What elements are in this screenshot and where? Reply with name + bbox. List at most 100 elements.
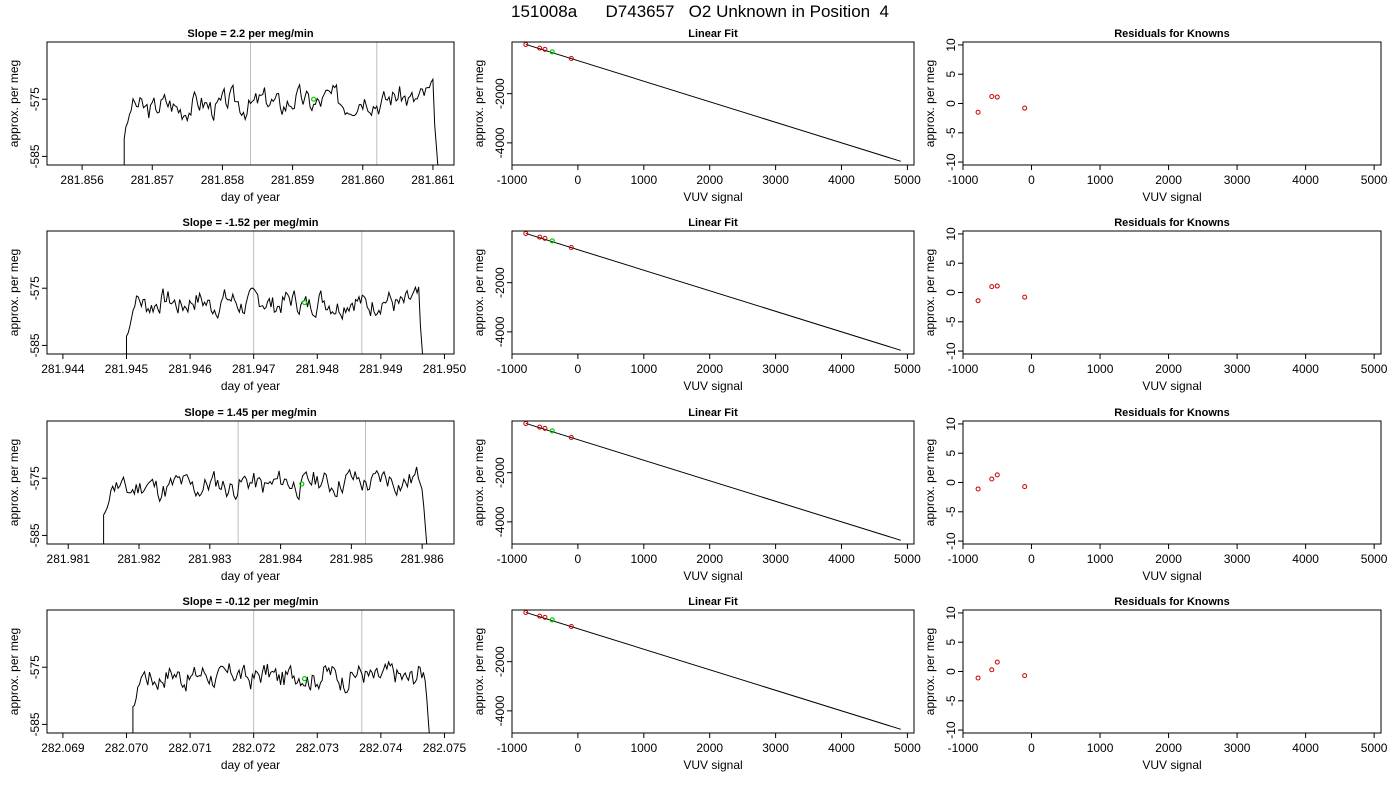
panel-10-x-tick-label: 282.072 <box>232 741 276 755</box>
panel-10-ylabel: approx. per meg <box>7 628 21 715</box>
panel-6-y-tick-label: -10 <box>944 342 958 360</box>
panel-8-x-tick-label: 3000 <box>762 552 789 566</box>
panel-11-ylabel: approx. per meg <box>472 628 486 715</box>
panel-9-y-tick-label: 0 <box>944 479 958 486</box>
panel-4-x-tick-label: 281.944 <box>41 362 85 376</box>
panel-5-data-point <box>537 234 543 240</box>
panel-1-frame <box>46 41 455 166</box>
panel-10-x-tick-label: 282.071 <box>168 741 212 755</box>
panel-2-ylabel: approx. per meg <box>472 60 486 147</box>
panel-11-data-point <box>542 614 548 620</box>
panel-9-y-tick-label: -5 <box>944 506 958 517</box>
panel-5-data-point <box>542 235 548 241</box>
panel-9-x-tick-label: -1000 <box>948 552 979 566</box>
panel-9-data-point <box>1022 484 1028 490</box>
panel-8-data-point <box>568 434 574 440</box>
panel-5-x-tick-label: 0 <box>575 362 582 376</box>
panel-3-data-point <box>975 109 981 115</box>
panel-5-xlabel: VUV signal <box>683 379 742 393</box>
panel-12-x-tick-label: 3000 <box>1224 741 1251 755</box>
panel-5-x-tick-label: 5000 <box>894 362 921 376</box>
panel-7-xlabel: day of year <box>221 569 280 583</box>
panel-2-x-tick-label: 0 <box>575 173 582 187</box>
panel-6-data-point <box>1022 294 1028 300</box>
panel-5-x-tick-label: -1000 <box>497 362 528 376</box>
panel-10-frame <box>46 609 455 734</box>
panel-6-x-tick-label: -1000 <box>948 362 979 376</box>
panel-10-x-tick-label: 282.070 <box>105 741 149 755</box>
panel-6-y-tick-label: -5 <box>944 316 958 327</box>
panel-10-title: Slope = -0.12 per meg/min <box>182 596 318 608</box>
panel-2-y-tick-label: -4000 <box>493 127 507 158</box>
panel-6-ylabel: approx. per meg <box>923 249 937 336</box>
panel-7-title: Slope = 1.45 per meg/min <box>184 407 317 419</box>
panel-2-data-point <box>537 45 543 51</box>
panel-9-title: Residuals for Knowns <box>1114 407 1230 419</box>
panel-3-data-point <box>994 94 1000 100</box>
panel-2-x-tick-label: 2000 <box>696 173 723 187</box>
panel-12-x-tick-label: 2000 <box>1155 741 1182 755</box>
panel-3-y-tick-label: 0 <box>944 100 958 107</box>
panel-9-x-tick-label: 0 <box>1028 552 1035 566</box>
panel-9-frame <box>962 420 1382 545</box>
panel-3-x-tick-label: 3000 <box>1224 173 1251 187</box>
panel-5-y-tick-label: -4000 <box>493 316 507 347</box>
panel-9-data-point <box>975 486 981 492</box>
panel-12-x-tick-label: 4000 <box>1292 741 1319 755</box>
panel-9-ylabel: approx. per meg <box>923 439 937 526</box>
panel-5-x-tick-label: 1000 <box>630 362 657 376</box>
panel-1-x-tick-label: 281.859 <box>271 173 315 187</box>
panel-10-xlabel: day of year <box>221 758 280 772</box>
panel-3-y-tick-label: -5 <box>944 127 958 138</box>
panel-6-x-tick-label: 4000 <box>1292 362 1319 376</box>
panel-10-y-tick-label: -585 <box>28 712 42 736</box>
panel-7-y-tick-label: -585 <box>28 523 42 547</box>
panel-2-fit-line <box>525 43 901 162</box>
panel-5-title: Linear Fit <box>688 217 738 229</box>
panel-4-x-tick-label: 281.950 <box>423 362 467 376</box>
panel-12-x-tick-label: 0 <box>1028 741 1035 755</box>
panel-8-x-tick-label: 4000 <box>828 552 855 566</box>
panel-12-data-point <box>975 675 981 681</box>
panel-9-y-tick-label: 5 <box>944 450 958 457</box>
panel-3-y-tick-label: -10 <box>944 153 958 171</box>
panel-12-data-point <box>1022 673 1028 679</box>
panel-11-x-tick-label: 1000 <box>630 741 657 755</box>
panel-8-y-tick-label: -2000 <box>493 457 507 488</box>
panel-3-y-tick-label: 10 <box>944 38 958 52</box>
panel-11-y-tick-label: -4000 <box>493 695 507 726</box>
panel-2-frame <box>511 41 915 166</box>
panel-12-y-tick-label: 10 <box>944 606 958 620</box>
panel-12-x-tick-label: -1000 <box>948 741 979 755</box>
panel-7-ylabel: approx. per meg <box>7 439 21 526</box>
panel-8-title: Linear Fit <box>688 407 738 419</box>
panel-8-x-tick-label: 5000 <box>894 552 921 566</box>
panel-4-y-tick-label: -575 <box>28 276 42 300</box>
panel-8-x-tick-label: -1000 <box>497 552 528 566</box>
panel-3-title: Residuals for Knowns <box>1114 28 1230 40</box>
panel-6-x-tick-label: 2000 <box>1155 362 1182 376</box>
panel-2-x-tick-label: -1000 <box>497 173 528 187</box>
panel-7-frame <box>46 420 455 545</box>
panel-2-x-tick-label: 3000 <box>762 173 789 187</box>
panel-5-ylabel: approx. per meg <box>472 249 486 336</box>
panel-9-x-tick-label: 1000 <box>1087 552 1114 566</box>
panel-5-x-tick-label: 3000 <box>762 362 789 376</box>
panel-11-x-tick-label: 5000 <box>894 741 921 755</box>
panel-3-x-tick-label: 5000 <box>1361 173 1388 187</box>
panel-11-x-tick-label: 3000 <box>762 741 789 755</box>
panel-2-title: Linear Fit <box>688 28 738 40</box>
panel-9-y-tick-label: 10 <box>944 417 958 431</box>
panel-5-unknown-point <box>549 238 555 244</box>
panel-9-xlabel: VUV signal <box>1142 569 1201 583</box>
panel-7-x-tick-label: 281.981 <box>47 552 91 566</box>
panel-7-y-tick-label: -575 <box>28 466 42 490</box>
panel-1-x-tick-label: 281.857 <box>131 173 175 187</box>
panel-4-ylabel: approx. per meg <box>7 249 21 336</box>
panel-2-unknown-point <box>549 49 555 55</box>
panel-8-data-point <box>537 424 543 430</box>
panel-3-ylabel: approx. per meg <box>923 60 937 147</box>
panel-6-title: Residuals for Knowns <box>1114 217 1230 229</box>
panel-3-xlabel: VUV signal <box>1142 190 1201 204</box>
